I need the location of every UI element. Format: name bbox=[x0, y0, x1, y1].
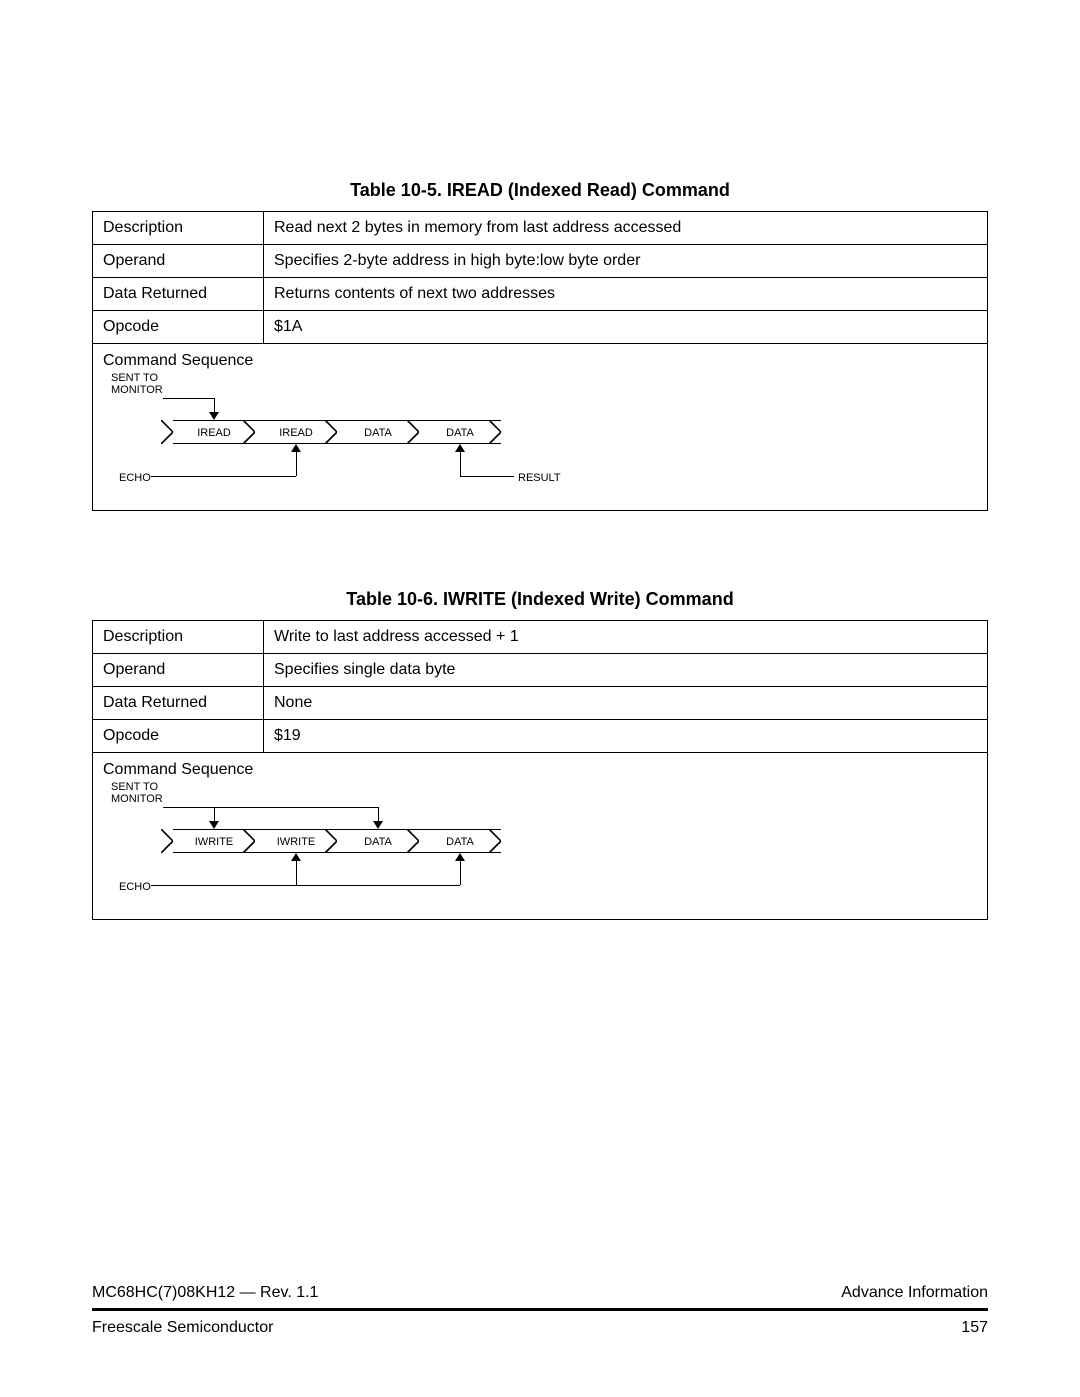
t1-desc-label: Description bbox=[93, 212, 264, 245]
page: Table 10-5. IREAD (Indexed Read) Command… bbox=[0, 0, 1080, 1397]
arrow-down-icon bbox=[209, 412, 219, 420]
t1-seq-cell: Command Sequence SENT TO MONITORIREADIRE… bbox=[93, 344, 988, 511]
arrow-up-icon bbox=[291, 444, 301, 452]
sent-hline bbox=[163, 807, 214, 808]
arrow-up-icon bbox=[291, 853, 301, 861]
table2-title: Table 10-6. IWRITE (Indexed Write) Comma… bbox=[92, 589, 988, 610]
t2-opcode-label: Opcode bbox=[93, 720, 264, 753]
arrow-up-icon bbox=[455, 853, 465, 861]
t1-operand-label: Operand bbox=[93, 245, 264, 278]
footer-row1: MC68HC(7)08KH12 — Rev. 1.1 Advance Infor… bbox=[92, 1284, 988, 1308]
echo-label: ECHO bbox=[119, 881, 151, 893]
t1-operand-value: Specifies 2-byte address in high byte:lo… bbox=[264, 245, 988, 278]
vline-2 bbox=[460, 452, 461, 476]
t2-datareturned-label: Data Returned bbox=[93, 687, 264, 720]
t2-diagram: SENT TO MONITORIWRITEIWRITEDATADATAECHO bbox=[103, 781, 977, 901]
t2-seq-label: Command Sequence bbox=[103, 761, 977, 779]
cell-divider bbox=[407, 829, 419, 853]
footer-page-no: 157 bbox=[961, 1319, 988, 1337]
arrow-up-icon bbox=[455, 444, 465, 452]
arrow-down-icon bbox=[373, 821, 383, 829]
echo-hline bbox=[151, 885, 296, 886]
table1-title: Table 10-5. IREAD (Indexed Read) Command bbox=[92, 180, 988, 201]
result-hline bbox=[460, 476, 514, 477]
echo-hline-ext bbox=[296, 885, 460, 886]
footer-row2: Freescale Semiconductor 157 bbox=[92, 1319, 988, 1337]
sent-to-monitor-label: SENT TO MONITOR bbox=[111, 372, 163, 396]
sent-hline-2 bbox=[214, 807, 378, 808]
t1-seq-label: Command Sequence bbox=[103, 352, 977, 370]
footer-doc-id: MC68HC(7)08KH12 — Rev. 1.1 bbox=[92, 1284, 318, 1302]
footer: MC68HC(7)08KH12 — Rev. 1.1 Advance Infor… bbox=[92, 1284, 988, 1337]
cell-divider bbox=[161, 420, 173, 444]
t2-opcode-value: $19 bbox=[264, 720, 988, 753]
vline-2 bbox=[460, 861, 461, 885]
arrow-down-icon bbox=[209, 821, 219, 829]
t1-datareturned-value: Returns contents of next two addresses bbox=[264, 278, 988, 311]
t2-seq-cell: Command Sequence SENT TO MONITORIWRITEIW… bbox=[93, 753, 988, 920]
table1: Description Read next 2 bytes in memory … bbox=[92, 211, 988, 511]
t1-desc-value: Read next 2 bytes in memory from last ad… bbox=[264, 212, 988, 245]
footer-right1: Advance Information bbox=[841, 1284, 988, 1302]
echo-vline bbox=[296, 452, 297, 476]
t2-desc-value: Write to last address accessed + 1 bbox=[264, 621, 988, 654]
footer-rule bbox=[92, 1308, 988, 1311]
t2-operand-label: Operand bbox=[93, 654, 264, 687]
t2-desc-label: Description bbox=[93, 621, 264, 654]
t2-datareturned-value: None bbox=[264, 687, 988, 720]
cell-divider bbox=[489, 420, 501, 444]
echo-hline bbox=[151, 476, 296, 477]
t1-opcode-label: Opcode bbox=[93, 311, 264, 344]
sent-vline-2 bbox=[378, 807, 379, 821]
t1-datareturned-label: Data Returned bbox=[93, 278, 264, 311]
t1-diagram: SENT TO MONITORIREADIREADDATADATAECHORES… bbox=[103, 372, 977, 492]
cell-divider bbox=[243, 829, 255, 853]
sent-hline bbox=[163, 398, 214, 399]
sent-vline bbox=[214, 398, 215, 412]
cell-divider bbox=[489, 829, 501, 853]
cell-divider bbox=[407, 420, 419, 444]
cell-divider bbox=[243, 420, 255, 444]
t1-opcode-value: $1A bbox=[264, 311, 988, 344]
echo-vline bbox=[296, 861, 297, 885]
table2: Description Write to last address access… bbox=[92, 620, 988, 920]
spacer bbox=[92, 511, 988, 589]
result-label: RESULT bbox=[518, 472, 561, 484]
cell-divider bbox=[325, 420, 337, 444]
footer-left2: Freescale Semiconductor bbox=[92, 1319, 273, 1337]
echo-label: ECHO bbox=[119, 472, 151, 484]
t2-operand-value: Specifies single data byte bbox=[264, 654, 988, 687]
cell-divider bbox=[325, 829, 337, 853]
cell-divider bbox=[161, 829, 173, 853]
sent-to-monitor-label: SENT TO MONITOR bbox=[111, 781, 163, 805]
sent-vline bbox=[214, 807, 215, 821]
